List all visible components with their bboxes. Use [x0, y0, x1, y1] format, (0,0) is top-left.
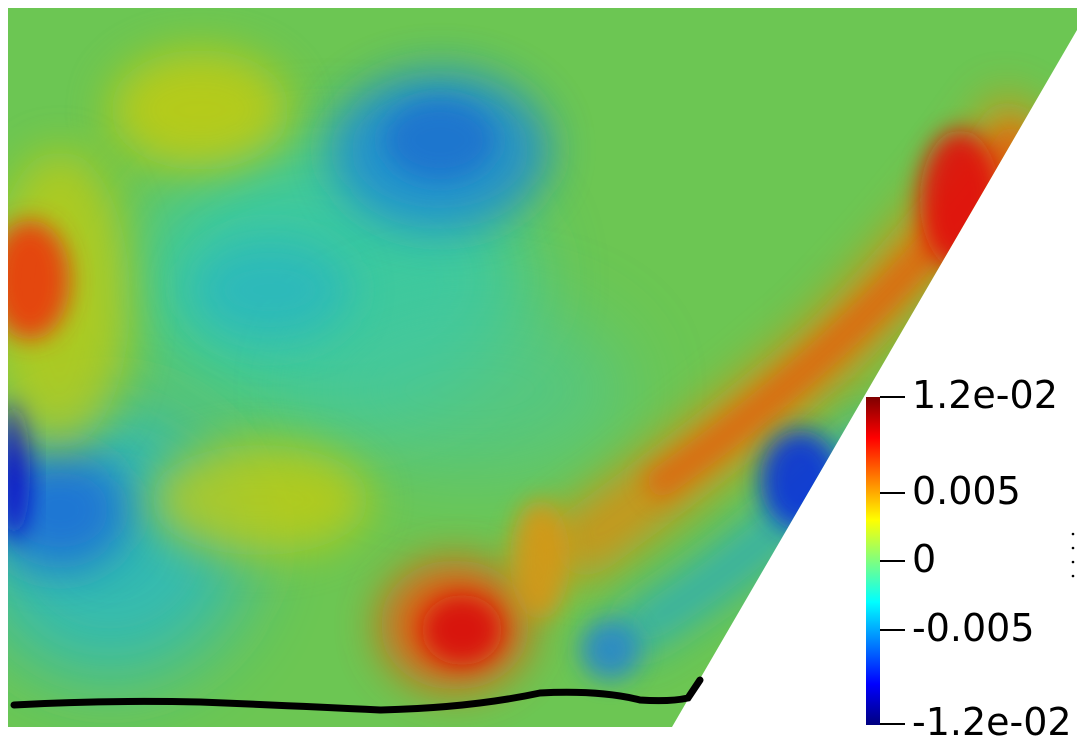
- colorbar-tick-label-0005: 0.005: [912, 469, 1021, 513]
- colorbar-tick-label-zero: 0: [912, 537, 937, 581]
- colorbar-ticks: [880, 396, 905, 725]
- edge-dot-marks: [1071, 532, 1075, 578]
- colorbar: [866, 397, 880, 725]
- colorbar-tick-label-max: 1.2e-02: [912, 373, 1058, 417]
- contour-line: [10, 676, 704, 714]
- colorbar-tick-label-neg0005: -0.005: [912, 606, 1035, 650]
- colorbar-tick-label-min: -1.2e-02: [912, 700, 1072, 744]
